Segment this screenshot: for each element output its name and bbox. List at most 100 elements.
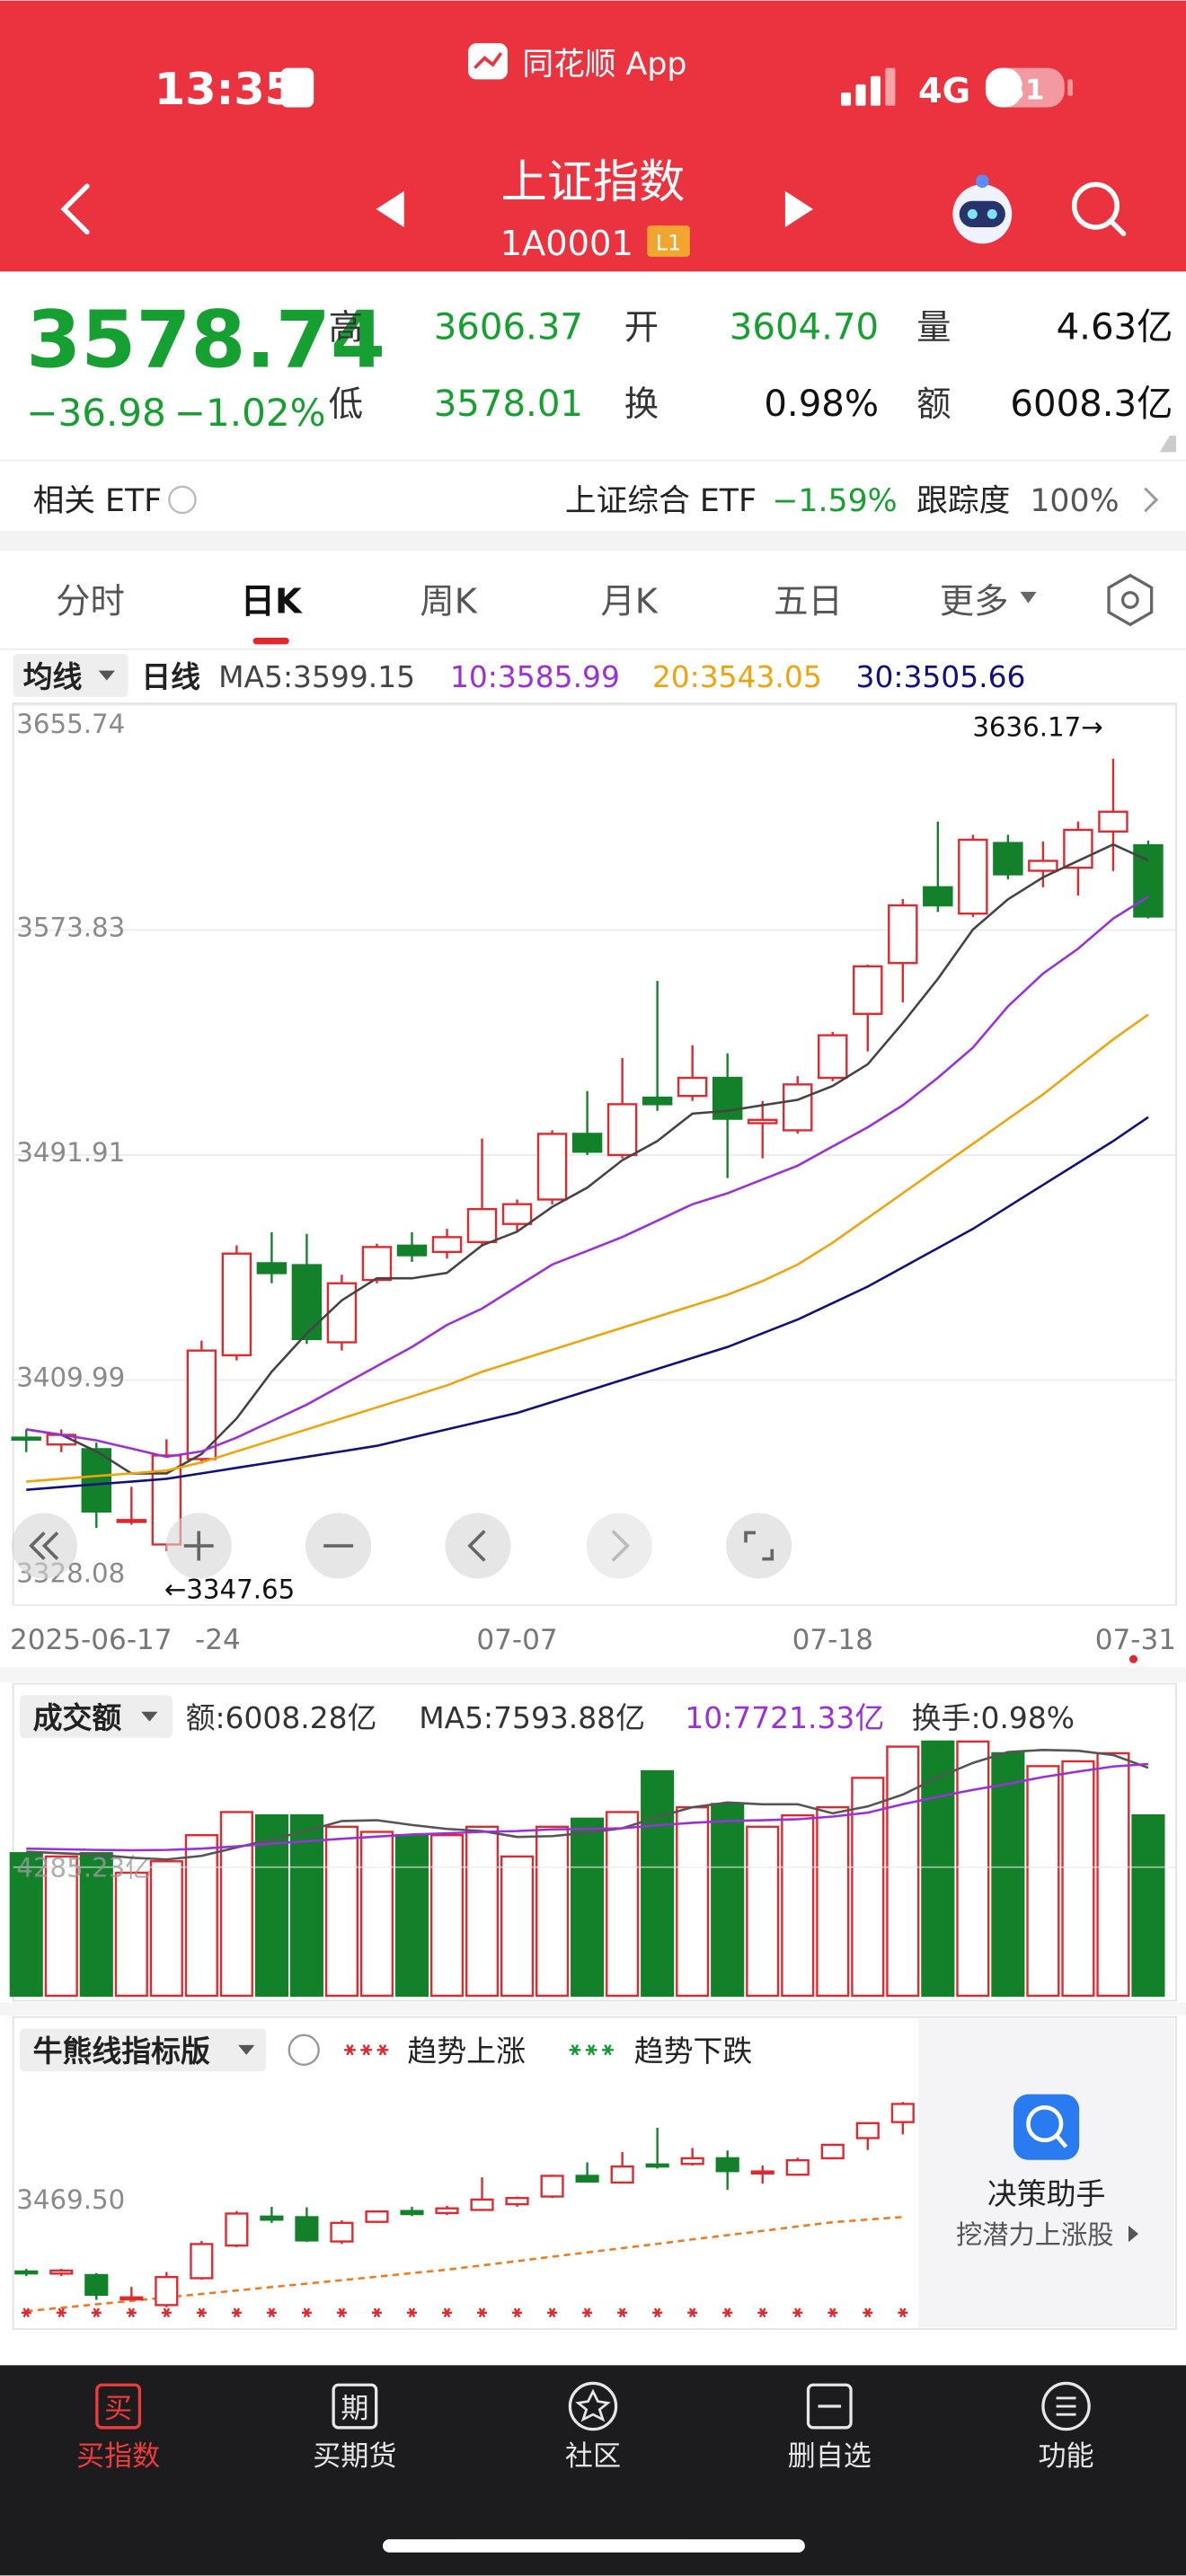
help-icon[interactable]	[288, 2033, 320, 2066]
clock: 13:35	[155, 63, 296, 115]
candle-body	[435, 2207, 459, 2215]
volume-bar	[359, 1831, 394, 1998]
etf-change: −1.59%	[772, 483, 897, 519]
volume-bar	[991, 1751, 1025, 1998]
candle-body	[330, 2221, 354, 2243]
scroll-right-button[interactable]	[586, 1513, 652, 1579]
settings-icon-dot	[1120, 591, 1139, 609]
robot-button[interactable]	[952, 174, 1013, 244]
signal-star	[443, 2307, 451, 2318]
volume-bar	[289, 1813, 323, 1998]
nav-icon-text: 期	[341, 2393, 368, 2425]
prev-button[interactable]	[376, 190, 404, 227]
quote-value: 4.63亿	[1057, 306, 1173, 348]
x-tick-label: -24	[195, 1624, 241, 1656]
tracking-value: 100%	[1030, 483, 1119, 519]
nav-item[interactable]: 功能	[1038, 2381, 1094, 2473]
nav-item[interactable]: 删自选	[788, 2383, 872, 2473]
candle-body	[606, 1103, 638, 1157]
candle-body	[853, 965, 883, 1015]
candle-body	[361, 1246, 393, 1282]
candle-body	[81, 1448, 112, 1513]
assistant-icon-glyph	[1054, 2133, 1068, 2148]
scroll-left-button[interactable]	[445, 1513, 511, 1579]
indicator-select[interactable]	[19, 2028, 267, 2072]
indicator-select[interactable]	[19, 1695, 173, 1738]
indicator-select[interactable]	[13, 654, 128, 697]
volume-bar	[44, 1855, 78, 1998]
y-tick-label: 3491.91	[16, 1137, 125, 1168]
signal-star	[618, 2307, 626, 2318]
help-icon[interactable]	[168, 485, 197, 515]
settings-icon[interactable]	[1107, 573, 1154, 627]
signal-star	[583, 2307, 591, 2318]
legend-entry: MA5:7593.88亿	[419, 1700, 645, 1735]
candle-body	[326, 1282, 358, 1344]
legend-entry: 10:3585.99	[450, 659, 620, 694]
legend-entry: 趋势上涨	[407, 2033, 526, 2069]
candle-body	[400, 2210, 424, 2216]
quote-value: 3604.70	[730, 306, 879, 348]
annotation: 3636.17→	[972, 712, 1102, 743]
volume-bar	[9, 1852, 43, 1998]
etf-arrow[interactable]	[1144, 487, 1159, 513]
signal-star	[163, 2307, 171, 2318]
fullscreen-button[interactable]	[726, 1513, 792, 1579]
candle-body	[890, 2103, 915, 2123]
assistant-panel[interactable]	[917, 2018, 1175, 2328]
signal-star	[723, 2307, 731, 2318]
status-icon	[280, 67, 314, 108]
indicator-name: 成交额	[33, 1700, 122, 1735]
battery-tip	[1067, 79, 1073, 96]
nav-item[interactable]: 社区	[565, 2381, 621, 2473]
candle-body	[466, 1207, 498, 1244]
nav-label: 功能	[1038, 2440, 1093, 2473]
level-badge	[647, 225, 690, 257]
signal-star	[604, 2044, 612, 2056]
candle-body	[431, 1236, 463, 1254]
nav-label: 社区	[565, 2440, 621, 2473]
etf-name[interactable]: 上证综合 ETF	[565, 483, 757, 519]
tab[interactable]: 五日	[774, 582, 843, 622]
back-button[interactable]	[60, 183, 90, 235]
quote-label: 换	[624, 384, 659, 425]
signal-star	[373, 2307, 381, 2318]
caret	[238, 2044, 255, 2055]
candle-body	[715, 2157, 739, 2173]
nav-icon	[568, 2381, 618, 2431]
next-button[interactable]	[784, 190, 813, 227]
candle-body	[14, 2270, 39, 2275]
band	[0, 2002, 1186, 2016]
search-button[interactable]	[1071, 181, 1127, 237]
candle-body	[958, 838, 988, 915]
quote-value: 3606.37	[434, 306, 583, 348]
candle-body	[1028, 860, 1058, 872]
candle-body	[571, 1133, 603, 1153]
scroll-left-glyph	[467, 1530, 486, 1562]
candle-body	[923, 886, 953, 907]
signal-star	[478, 2307, 486, 2318]
volume-bar	[500, 1855, 535, 1998]
tab[interactable]: 更多	[940, 582, 1009, 622]
signal-star	[758, 2307, 766, 2318]
volume-bar	[746, 1825, 780, 1998]
ma-line	[26, 895, 1149, 1459]
app-icon-line	[474, 52, 503, 69]
candle-body	[119, 2296, 144, 2301]
candle-body	[747, 1118, 778, 1125]
caret	[141, 1711, 158, 1722]
code: 1A0001	[500, 224, 633, 264]
tab[interactable]: 日K	[241, 582, 303, 622]
assistant-subtitle: 挖潜力上涨股	[956, 2219, 1114, 2250]
trend-line	[26, 2215, 903, 2313]
tab[interactable]: 周K	[420, 582, 477, 622]
candle-body	[221, 1252, 252, 1357]
tab[interactable]: 分时	[56, 582, 125, 622]
candle-body	[818, 1034, 848, 1080]
tab[interactable]: 月K	[600, 582, 658, 622]
annotation: ←3347.65	[164, 1575, 295, 1605]
y-tick-label: 3469.50	[16, 2184, 125, 2215]
caret	[98, 670, 115, 681]
